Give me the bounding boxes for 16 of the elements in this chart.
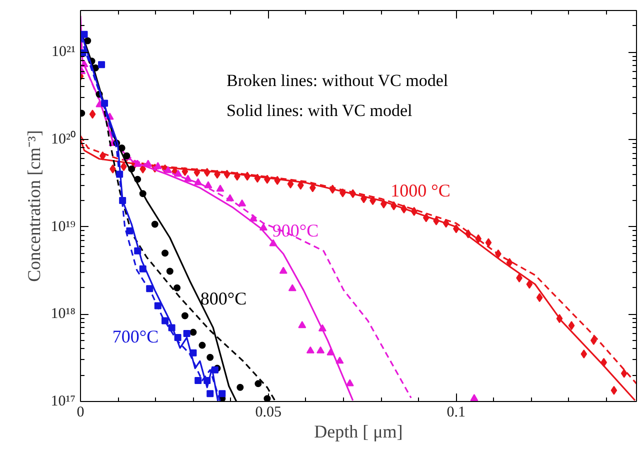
x-tick-label: 0 xyxy=(76,404,84,420)
y-tick-label: 10¹⁸ xyxy=(50,306,76,322)
y-tick-label: 10¹⁹ xyxy=(50,218,76,235)
x-axis-title: Depth [ μm] xyxy=(314,422,403,442)
x-tick-label: 0.1 xyxy=(446,404,466,420)
annotation: Broken lines: without VC model xyxy=(226,71,448,90)
y-tick-label: 10¹⁷ xyxy=(50,394,76,410)
series-label: 1000 °C xyxy=(390,180,450,200)
series-label: 800°C xyxy=(200,288,247,308)
y-axis-title: Concentration [cm⁻³] xyxy=(24,130,44,282)
annotation: Solid lines: with VC model xyxy=(226,101,413,120)
series-label: 900°C xyxy=(272,220,319,240)
series-label: 700°C xyxy=(112,326,159,346)
y-tick-label: 10²⁰ xyxy=(51,130,76,148)
y-tick-label: 10²¹ xyxy=(52,44,76,60)
x-tick-label: 0.05 xyxy=(255,404,282,420)
